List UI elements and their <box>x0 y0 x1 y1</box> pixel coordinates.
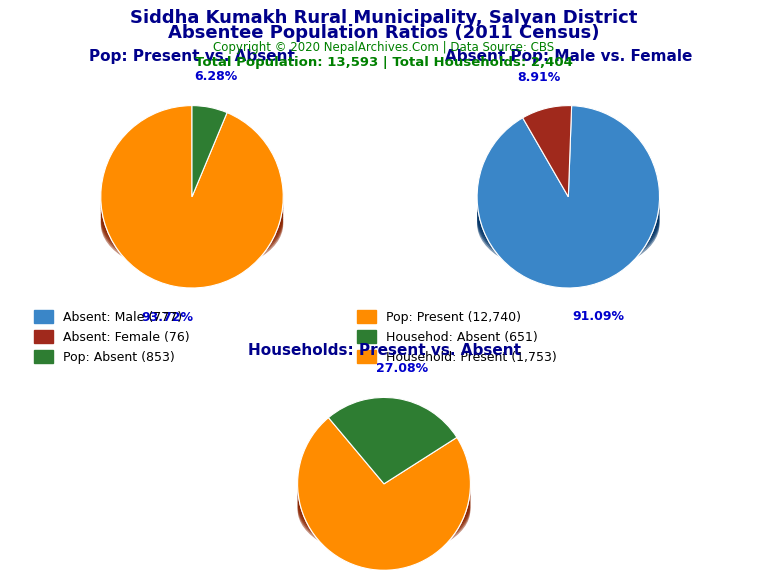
Ellipse shape <box>298 445 470 540</box>
Ellipse shape <box>101 149 283 249</box>
Ellipse shape <box>477 172 660 272</box>
Ellipse shape <box>477 167 660 267</box>
Ellipse shape <box>298 456 470 551</box>
Ellipse shape <box>298 438 470 533</box>
Wedge shape <box>523 105 571 197</box>
Ellipse shape <box>298 458 470 553</box>
Ellipse shape <box>477 151 660 252</box>
Ellipse shape <box>101 162 283 263</box>
Ellipse shape <box>101 172 283 272</box>
Text: Total Population: 13,593 | Total Households: 2,404: Total Population: 13,593 | Total Househo… <box>195 56 573 69</box>
Wedge shape <box>192 105 227 197</box>
Wedge shape <box>101 105 283 288</box>
Ellipse shape <box>101 169 283 270</box>
Ellipse shape <box>298 443 470 538</box>
Text: 6.28%: 6.28% <box>194 70 238 82</box>
Legend: Pop: Present (12,740), Househod: Absent (651), Household: Present (1,753): Pop: Present (12,740), Househod: Absent … <box>352 305 561 369</box>
Wedge shape <box>329 397 457 484</box>
Ellipse shape <box>477 149 660 249</box>
Ellipse shape <box>101 165 283 265</box>
Wedge shape <box>329 397 457 484</box>
Text: 93.72%: 93.72% <box>142 311 194 324</box>
Text: 8.91%: 8.91% <box>517 71 560 84</box>
Ellipse shape <box>477 174 660 274</box>
Ellipse shape <box>298 452 470 547</box>
Ellipse shape <box>101 153 283 254</box>
Ellipse shape <box>477 165 660 265</box>
Title: Pop: Present vs. Absent: Pop: Present vs. Absent <box>89 49 295 64</box>
Title: Households: Present vs. Absent: Households: Present vs. Absent <box>247 343 521 358</box>
Text: Siddha Kumakh Rural Municipality, Salyan District: Siddha Kumakh Rural Municipality, Salyan… <box>131 9 637 26</box>
Wedge shape <box>477 105 660 288</box>
Wedge shape <box>477 105 660 288</box>
Ellipse shape <box>477 169 660 270</box>
Ellipse shape <box>101 151 283 252</box>
Ellipse shape <box>477 160 660 261</box>
Text: 27.08%: 27.08% <box>376 362 428 375</box>
Ellipse shape <box>101 160 283 261</box>
Text: 91.09%: 91.09% <box>572 310 624 323</box>
Ellipse shape <box>298 460 470 555</box>
Wedge shape <box>523 105 571 197</box>
Wedge shape <box>101 105 283 288</box>
Ellipse shape <box>298 449 470 544</box>
Ellipse shape <box>298 454 470 548</box>
Title: Absent Pop: Male vs. Female: Absent Pop: Male vs. Female <box>445 49 692 64</box>
Ellipse shape <box>477 158 660 259</box>
Ellipse shape <box>101 158 283 259</box>
Ellipse shape <box>477 153 660 254</box>
Ellipse shape <box>101 156 283 256</box>
Ellipse shape <box>298 441 470 536</box>
Ellipse shape <box>101 174 283 274</box>
Text: Absentee Population Ratios (2011 Census): Absentee Population Ratios (2011 Census) <box>168 24 600 42</box>
Ellipse shape <box>298 462 470 558</box>
Ellipse shape <box>101 167 283 267</box>
Text: Copyright © 2020 NepalArchives.Com | Data Source: CBS: Copyright © 2020 NepalArchives.Com | Dat… <box>214 41 554 55</box>
Ellipse shape <box>477 156 660 256</box>
Wedge shape <box>298 418 470 570</box>
Ellipse shape <box>477 162 660 263</box>
Ellipse shape <box>298 447 470 542</box>
Wedge shape <box>192 105 227 197</box>
Wedge shape <box>298 418 470 570</box>
